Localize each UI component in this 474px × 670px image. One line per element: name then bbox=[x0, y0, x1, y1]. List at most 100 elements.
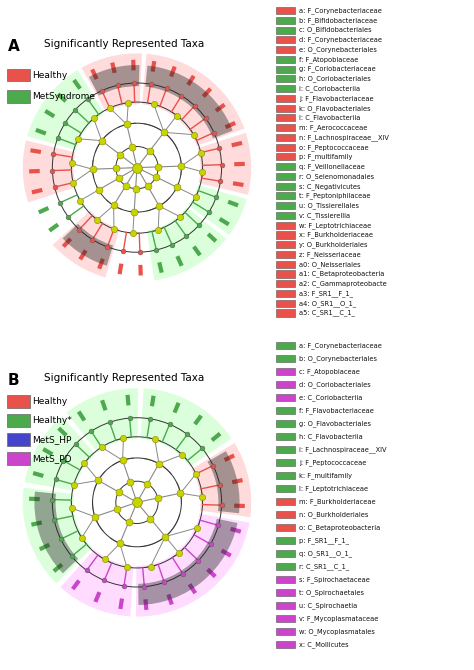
Text: Healthy: Healthy bbox=[32, 70, 67, 80]
Text: k: O_Flavobacteriales: k: O_Flavobacteriales bbox=[299, 105, 371, 111]
Text: z: F_Neisseriaceae: z: F_Neisseriaceae bbox=[299, 251, 361, 258]
FancyBboxPatch shape bbox=[275, 537, 295, 544]
FancyBboxPatch shape bbox=[275, 95, 295, 102]
Wedge shape bbox=[66, 388, 138, 452]
FancyBboxPatch shape bbox=[275, 420, 295, 427]
FancyBboxPatch shape bbox=[275, 368, 295, 375]
Text: i: C_Coriobacteriia: i: C_Coriobacteriia bbox=[299, 85, 360, 92]
FancyBboxPatch shape bbox=[275, 563, 295, 570]
Text: f: F_Atopobiaceae: f: F_Atopobiaceae bbox=[299, 56, 358, 63]
Text: e: C_Coriobacteriia: e: C_Coriobacteriia bbox=[299, 394, 363, 401]
Text: q: O_SR1__O_1_: q: O_SR1__O_1_ bbox=[299, 550, 352, 557]
FancyBboxPatch shape bbox=[275, 163, 295, 170]
FancyBboxPatch shape bbox=[275, 66, 295, 72]
FancyBboxPatch shape bbox=[275, 173, 295, 180]
Text: d: F_Corynebacteriaceae: d: F_Corynebacteriaceae bbox=[299, 36, 382, 43]
Text: q: F_Veillonellaceae: q: F_Veillonellaceae bbox=[299, 163, 365, 170]
FancyBboxPatch shape bbox=[275, 231, 295, 239]
FancyBboxPatch shape bbox=[275, 280, 295, 287]
Wedge shape bbox=[53, 210, 119, 277]
Text: e: O_Corynebacteriales: e: O_Corynebacteriales bbox=[299, 46, 377, 53]
Text: o: F_Peptococcaceae: o: F_Peptococcaceae bbox=[299, 144, 369, 151]
Text: A: A bbox=[8, 39, 19, 54]
Wedge shape bbox=[191, 443, 251, 517]
Text: a1: C_Betaproteobacteria: a1: C_Betaproteobacteria bbox=[299, 271, 384, 277]
Text: MetSyndrome: MetSyndrome bbox=[32, 92, 95, 100]
FancyBboxPatch shape bbox=[275, 183, 295, 190]
FancyBboxPatch shape bbox=[8, 90, 29, 103]
FancyBboxPatch shape bbox=[275, 290, 295, 297]
Text: b: O_Corynebacteriales: b: O_Corynebacteriales bbox=[299, 355, 377, 362]
Wedge shape bbox=[197, 133, 251, 195]
FancyBboxPatch shape bbox=[275, 524, 295, 531]
FancyBboxPatch shape bbox=[275, 355, 295, 362]
Text: Healthy: Healthy bbox=[32, 397, 67, 406]
Wedge shape bbox=[141, 389, 232, 467]
FancyBboxPatch shape bbox=[275, 115, 295, 121]
Text: r: O_Selenomonadales: r: O_Selenomonadales bbox=[299, 173, 374, 180]
FancyBboxPatch shape bbox=[275, 433, 295, 440]
Text: w: O_Mycoplasmatales: w: O_Mycoplasmatales bbox=[299, 628, 375, 635]
Text: a3: F_SR1__F_1_: a3: F_SR1__F_1_ bbox=[299, 290, 353, 297]
FancyBboxPatch shape bbox=[275, 459, 295, 466]
FancyBboxPatch shape bbox=[275, 143, 295, 151]
FancyBboxPatch shape bbox=[275, 56, 295, 63]
FancyBboxPatch shape bbox=[275, 498, 295, 505]
Text: g: F_Coriobacteriaceae: g: F_Coriobacteriaceae bbox=[299, 66, 376, 72]
Wedge shape bbox=[23, 488, 92, 584]
FancyBboxPatch shape bbox=[275, 36, 295, 44]
Wedge shape bbox=[27, 70, 104, 150]
Text: c: O_Bifidobacteriales: c: O_Bifidobacteriales bbox=[299, 27, 372, 34]
Text: j: F_Flavobacteriaceae: j: F_Flavobacteriaceae bbox=[299, 95, 374, 102]
Text: r: C_SR1__C_1_: r: C_SR1__C_1_ bbox=[299, 563, 349, 570]
Text: p: F_multifamily: p: F_multifamily bbox=[299, 153, 353, 160]
Text: MetS_HP: MetS_HP bbox=[32, 435, 72, 444]
Wedge shape bbox=[146, 66, 233, 138]
Text: i: F_Lachnospiraceae__XIV: i: F_Lachnospiraceae__XIV bbox=[299, 446, 387, 453]
Text: Healthy*: Healthy* bbox=[32, 416, 72, 425]
Text: c: F_Atopobiaceae: c: F_Atopobiaceae bbox=[299, 368, 360, 375]
Text: s: C_Negativicutes: s: C_Negativicutes bbox=[299, 183, 361, 190]
Text: o: C_Betaproteobacteria: o: C_Betaproteobacteria bbox=[299, 524, 381, 531]
Text: s: F_Spirochaetaceae: s: F_Spirochaetaceae bbox=[299, 576, 370, 583]
Text: a5: C_SR1__C_1_: a5: C_SR1__C_1_ bbox=[299, 310, 355, 316]
Text: a: F_Corynebacteriaceae: a: F_Corynebacteriaceae bbox=[299, 342, 382, 348]
FancyBboxPatch shape bbox=[275, 602, 295, 609]
FancyBboxPatch shape bbox=[275, 202, 295, 209]
Wedge shape bbox=[146, 207, 227, 281]
Text: m: F_Aerococcaceae: m: F_Aerococcaceae bbox=[299, 124, 367, 131]
Text: v: F_Mycoplasmataceae: v: F_Mycoplasmataceae bbox=[299, 615, 379, 622]
Text: a2: C_Gammaproteobacte: a2: C_Gammaproteobacte bbox=[299, 280, 387, 287]
Text: Significantly Represented Taxa: Significantly Represented Taxa bbox=[44, 373, 204, 383]
FancyBboxPatch shape bbox=[275, 589, 295, 596]
Wedge shape bbox=[34, 492, 78, 574]
Text: h: O_Coriobacteriales: h: O_Coriobacteriales bbox=[299, 76, 371, 82]
Text: a: F_Corynebacteriaceae: a: F_Corynebacteriaceae bbox=[299, 7, 382, 14]
FancyBboxPatch shape bbox=[275, 85, 295, 92]
FancyBboxPatch shape bbox=[275, 192, 295, 200]
FancyBboxPatch shape bbox=[275, 124, 295, 131]
Text: MetS_PD: MetS_PD bbox=[32, 454, 72, 463]
FancyBboxPatch shape bbox=[275, 7, 295, 14]
FancyBboxPatch shape bbox=[275, 641, 295, 648]
Wedge shape bbox=[23, 141, 76, 202]
FancyBboxPatch shape bbox=[275, 550, 295, 557]
Text: y: O_Burkholderiales: y: O_Burkholderiales bbox=[299, 241, 368, 248]
FancyBboxPatch shape bbox=[275, 394, 295, 401]
FancyBboxPatch shape bbox=[275, 241, 295, 249]
FancyBboxPatch shape bbox=[275, 485, 295, 492]
Wedge shape bbox=[89, 65, 139, 96]
FancyBboxPatch shape bbox=[275, 27, 295, 34]
Text: k: F_multifamily: k: F_multifamily bbox=[299, 472, 352, 479]
FancyBboxPatch shape bbox=[275, 251, 295, 258]
FancyBboxPatch shape bbox=[275, 75, 295, 82]
FancyBboxPatch shape bbox=[275, 511, 295, 518]
Text: x: F_Burkholderiaceae: x: F_Burkholderiaceae bbox=[299, 232, 373, 239]
Text: u: O_Tissierellales: u: O_Tissierellales bbox=[299, 202, 359, 209]
Text: x: C_Mollicutes: x: C_Mollicutes bbox=[299, 641, 349, 648]
Text: Significantly Represented Taxa: Significantly Represented Taxa bbox=[44, 39, 204, 49]
FancyBboxPatch shape bbox=[275, 381, 295, 388]
Text: l: F_Leptotrichiaceae: l: F_Leptotrichiaceae bbox=[299, 485, 368, 492]
FancyBboxPatch shape bbox=[275, 628, 295, 635]
Text: B: B bbox=[8, 373, 19, 389]
